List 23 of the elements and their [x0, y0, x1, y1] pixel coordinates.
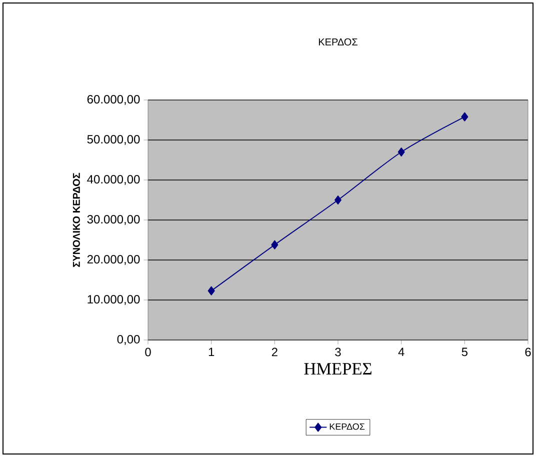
x-tick-label: 5: [462, 348, 468, 356]
point: [334, 195, 342, 204]
x-tick-label: 3: [335, 348, 341, 356]
point: [398, 147, 405, 156]
y-tick-label: 10.000,00: [88, 295, 140, 305]
x-tick-label: 1: [208, 348, 214, 356]
x-tick-label: 4: [398, 348, 404, 356]
y-tick-label: 30.000,00: [87, 215, 140, 225]
x-axis-title: ΗΜΕΡΕΣ: [304, 363, 372, 374]
point: [461, 112, 468, 122]
x-tick-label: 6: [525, 348, 531, 356]
y-tick-label: 40.000,00: [87, 175, 140, 185]
y-tick-label: 60.000,00: [87, 95, 140, 105]
y-axis-title: ΣΥΝΟΛΙΚΟ ΚΕΡΔΟΣ: [72, 172, 80, 267]
chart-title: ΚΕΡΔΟΣ: [318, 38, 358, 46]
y-tick-label: 0,00: [117, 335, 140, 345]
y-tick-label: 20.000,00: [87, 255, 140, 265]
legend-label: ΚΕΡΔΟΣ: [330, 423, 365, 430]
point: [271, 240, 278, 250]
point: [208, 286, 215, 296]
x-tick-label: 2: [272, 348, 278, 356]
y-tick-label: 50.000,00: [87, 135, 140, 145]
x-tick-label: 0: [145, 348, 151, 356]
